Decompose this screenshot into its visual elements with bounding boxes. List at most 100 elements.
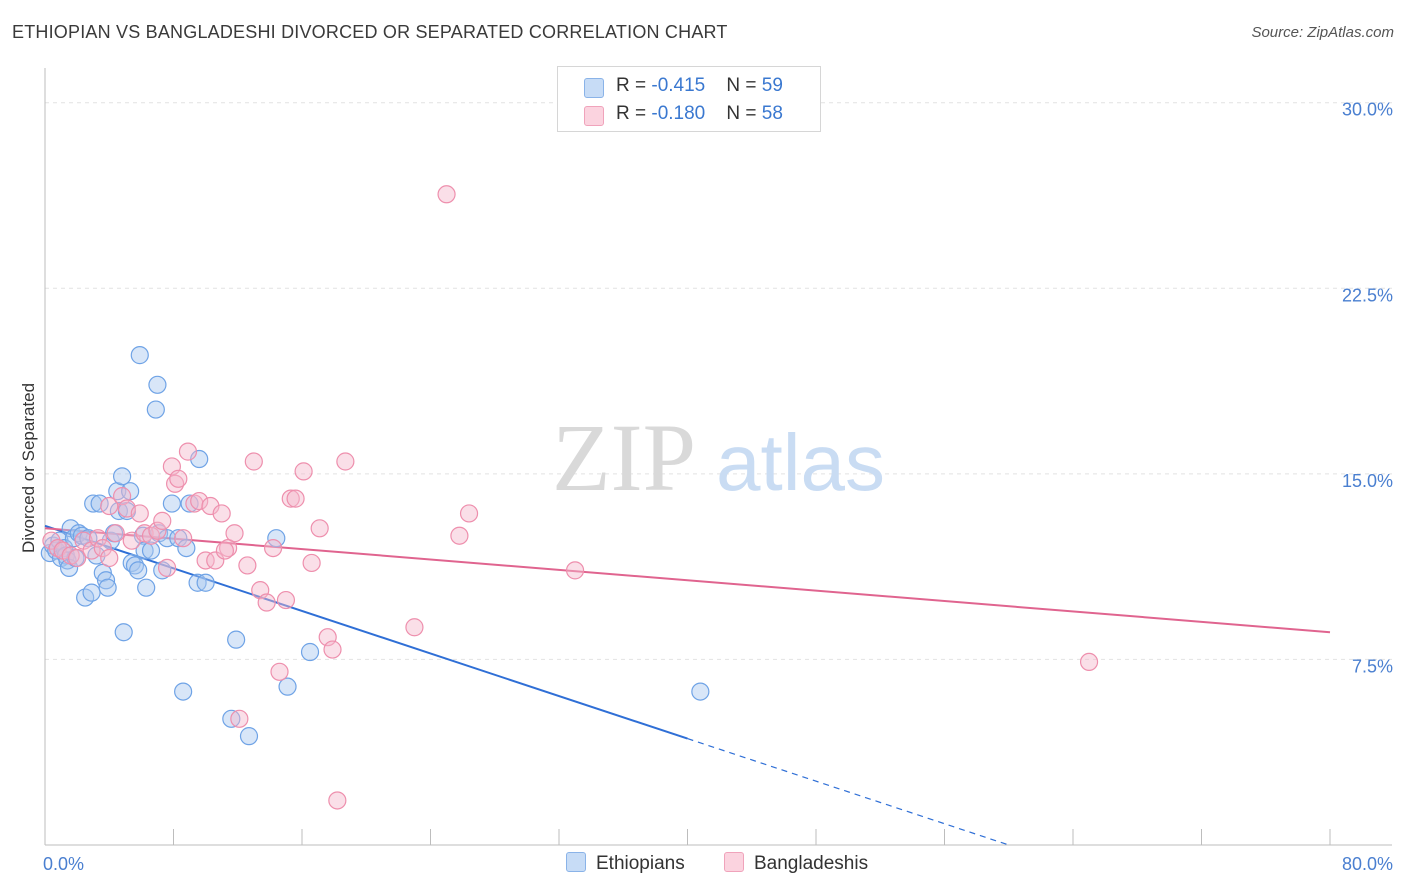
data-point <box>178 442 198 461</box>
y-axis-label: Divorced or Separated <box>19 383 38 553</box>
data-point <box>300 642 320 662</box>
data-point <box>225 524 244 543</box>
data-point <box>98 578 117 597</box>
data-point <box>336 452 355 471</box>
legend-swatch-bangladeshis <box>584 106 604 126</box>
y-tick-label: 15.0% <box>1342 471 1393 491</box>
data-point <box>100 496 119 516</box>
data-point <box>141 541 161 560</box>
data-point <box>565 561 585 580</box>
data-point <box>174 529 193 548</box>
x-tick-label: 80.0% <box>1342 854 1393 874</box>
data-point <box>310 519 329 538</box>
data-point <box>190 491 209 511</box>
data-point <box>106 524 125 543</box>
data-point <box>68 548 87 568</box>
legend-n-value: 59 <box>761 75 783 96</box>
data-point <box>96 571 116 590</box>
data-point <box>93 538 112 558</box>
data-point <box>148 375 167 394</box>
bottom-legend-label: Ethiopians <box>596 853 685 874</box>
legend-n-label: N = <box>726 75 762 96</box>
trend-lines <box>44 524 1331 846</box>
data-point <box>196 551 215 570</box>
data-point <box>122 553 141 573</box>
legend-row-ethiopians: R = -0.415 N = 59 <box>558 73 820 101</box>
data-point <box>177 538 196 558</box>
data-point <box>230 709 249 728</box>
legend-n-label: N = <box>726 103 762 124</box>
bottom-legend-label: Bangladeshis <box>754 853 869 874</box>
data-point <box>276 590 296 610</box>
legend-swatch-ethiopians <box>584 78 604 98</box>
data-point <box>323 640 342 659</box>
data-point <box>162 494 181 513</box>
data-point <box>281 489 300 508</box>
data-point <box>278 677 297 696</box>
data-point <box>270 662 289 681</box>
x-tick-label: 0.0% <box>43 854 84 874</box>
data-point <box>212 504 231 523</box>
bottom-legend-bangladeshis: Bangladeshis <box>724 852 868 875</box>
data-point <box>169 469 188 488</box>
data-points <box>40 185 1099 810</box>
trend-line-extension <box>687 738 1009 846</box>
bottom-legend-ethiopians: Ethiopians <box>566 852 685 875</box>
y-tick-label: 7.5% <box>1352 656 1393 676</box>
data-point <box>82 583 101 602</box>
data-point <box>215 541 234 560</box>
data-point <box>244 452 263 471</box>
data-point <box>130 346 149 365</box>
grid-lines <box>45 102 1392 660</box>
data-point <box>130 504 149 523</box>
data-point <box>405 618 424 637</box>
data-point <box>263 538 283 558</box>
data-point <box>286 489 305 508</box>
data-point <box>267 529 286 548</box>
data-point <box>238 556 257 575</box>
legend-n-value: 58 <box>761 103 783 124</box>
data-point <box>459 504 479 523</box>
data-point <box>257 593 276 612</box>
bottom-legend-swatch-ethiopians <box>566 852 586 872</box>
data-point <box>450 526 469 545</box>
data-point <box>114 623 133 642</box>
legend-r-label: R = <box>616 103 652 124</box>
data-point <box>157 558 177 577</box>
watermark-zip: ZIP <box>552 404 696 511</box>
watermark-atlas: atlas <box>716 418 885 507</box>
data-point <box>174 682 193 701</box>
legend-r-value: -0.180 <box>651 103 706 124</box>
data-point <box>196 573 215 592</box>
data-point <box>153 561 172 580</box>
data-point <box>201 496 220 516</box>
data-point <box>1079 652 1099 672</box>
data-point <box>125 556 145 575</box>
legend-r-value: -0.415 <box>651 75 706 96</box>
axes <box>44 68 1392 846</box>
data-point <box>137 578 156 597</box>
legend-row-bangladeshis: R = -0.180 N = 58 <box>558 101 820 129</box>
legend-r-label: R = <box>616 75 652 96</box>
data-point <box>153 511 172 530</box>
data-point <box>206 551 225 570</box>
bottom-legend-swatch-bangladeshis <box>724 852 744 872</box>
data-point <box>294 462 313 481</box>
data-point <box>227 630 246 649</box>
data-point <box>691 682 710 701</box>
data-point <box>148 521 167 540</box>
data-point <box>112 467 132 486</box>
tick-labels: 7.5% 15.0% 22.5% 30.0% 0.0% 80.0% <box>43 100 1393 874</box>
y-tick-label: 22.5% <box>1342 285 1393 305</box>
data-point <box>166 474 185 493</box>
source-label: Source: ZipAtlas.com <box>1251 24 1394 41</box>
data-point <box>437 185 456 204</box>
data-point <box>302 553 321 573</box>
data-point <box>100 548 119 568</box>
data-point <box>129 561 148 580</box>
chart-title: ETHIOPIAN VS BANGLADESHI DIVORCED OR SEP… <box>12 22 728 42</box>
data-point <box>190 449 209 469</box>
stats-legend: R = -0.415 N = 59 R = -0.180 N = 58 <box>557 66 821 132</box>
trend-line <box>44 524 688 740</box>
